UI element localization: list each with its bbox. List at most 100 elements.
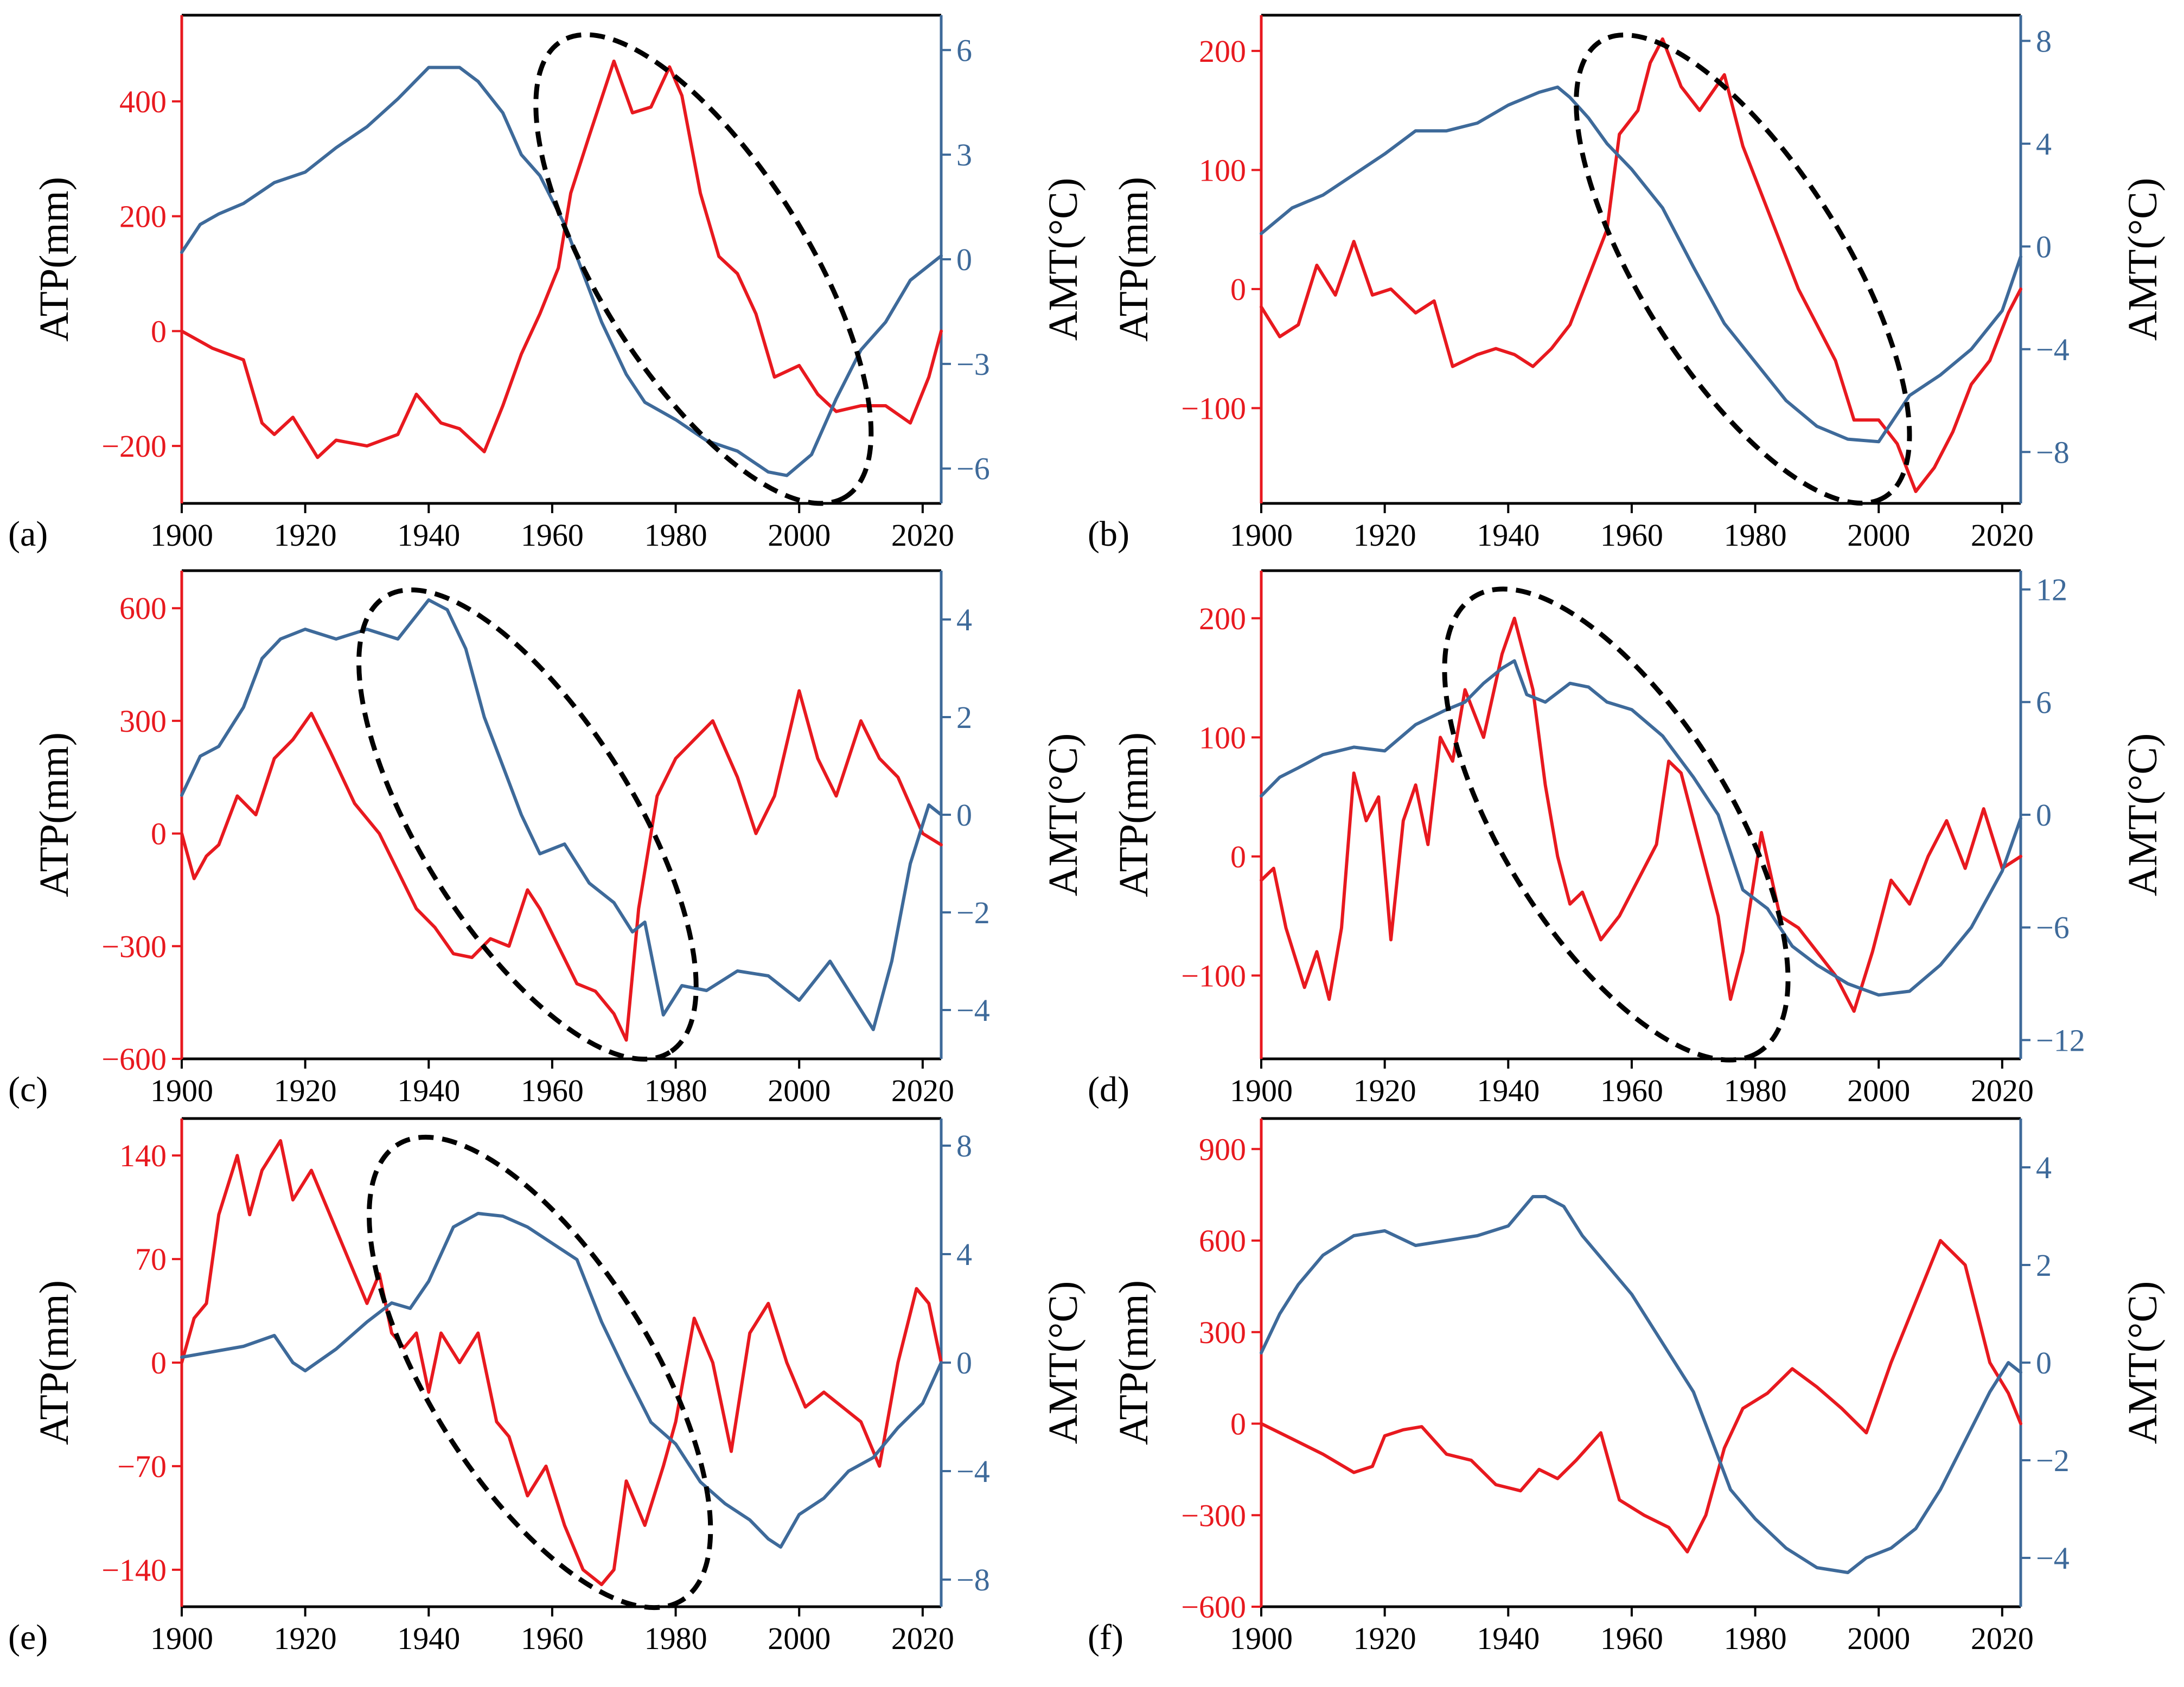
right-y-tick-label: 6: [956, 33, 972, 68]
left-y-tick-label: 140: [119, 1138, 167, 1173]
x-tick-label: 1980: [1724, 1073, 1787, 1108]
x-tick-label: 1960: [521, 1621, 584, 1656]
left-y-tick-label: 400: [119, 84, 167, 119]
left-y-tick-label: 0: [151, 314, 167, 349]
left-y-tick-label: 0: [151, 816, 167, 852]
x-tick-label: 1940: [1477, 1073, 1540, 1108]
x-tick-label: 1920: [274, 1073, 337, 1108]
x-tick-label: 1960: [1600, 1621, 1663, 1656]
annotation-ellipse: [1574, 32, 1912, 506]
right-axis-label: AMT(°C): [2120, 178, 2166, 341]
right-y-tick-label: 2: [2036, 1248, 2052, 1283]
atp-series-line: [1260, 1239, 2022, 1554]
right-axis-label: AMT(°C): [1040, 1281, 1086, 1445]
right-y-tick-label: 4: [956, 1237, 972, 1272]
left-y-tick-label: −600: [101, 1041, 167, 1077]
right-y-tick-label: −8: [956, 1562, 990, 1597]
x-tick-label: 1900: [1230, 1621, 1293, 1656]
atp-series-line: [1260, 37, 2022, 493]
left-y-tick-label: 100: [1199, 152, 1246, 188]
right-y-tick-label: −4: [2036, 332, 2070, 367]
x-tick-label: 2000: [1847, 1073, 1910, 1108]
right-y-tick-label: −4: [2036, 1541, 2070, 1576]
panel-c: 1900 1920 1940 1960 1980 2000 2020 −600 −300 0 300…: [8, 569, 1086, 1109]
amt-series-line: [180, 598, 943, 1031]
left-y-tick-label: −300: [101, 929, 167, 964]
left-y-tick-label: 0: [1230, 1407, 1246, 1442]
x-tick-label: 1940: [1477, 517, 1540, 553]
left-y-tick-label: 0: [151, 1345, 167, 1381]
annotation-ellipse: [1442, 586, 1791, 1063]
x-tick-label: 2000: [1847, 1621, 1910, 1656]
left-y-tick-label: 100: [1199, 720, 1246, 755]
right-axis-label: AMT(°C): [2120, 733, 2166, 897]
panel-d: 1900 1920 1940 1960 1980 2000 2020 −100 0 100 200 −…: [1088, 569, 2166, 1109]
right-y-tick-label: −3: [956, 347, 990, 382]
panel-label: (a): [8, 514, 48, 554]
panel-e: 1900 1920 1940 1960 1980 2000 2020 −140 −70 0 70 14…: [8, 1117, 1086, 1657]
left-y-tick-label: 200: [1199, 601, 1246, 636]
panel-label: (e): [8, 1618, 48, 1657]
left-y-tick-label: 900: [1199, 1132, 1246, 1167]
right-y-tick-label: 12: [2036, 572, 2067, 608]
left-y-tick-label: 300: [119, 704, 167, 739]
x-tick-label: 1980: [644, 517, 707, 553]
x-tick-label: 1920: [274, 517, 337, 553]
right-y-tick-label: −6: [956, 451, 990, 487]
atp-series-line: [1260, 616, 2022, 1013]
left-axis-label: ATP(mm): [31, 1280, 77, 1445]
amt-series-line: [180, 66, 943, 477]
x-tick-label: 2000: [1847, 517, 1910, 553]
right-y-tick-label: 3: [956, 137, 972, 172]
left-y-tick-label: 70: [135, 1242, 167, 1277]
x-tick-label: 1960: [1600, 517, 1663, 553]
panel-b: 1900 1920 1940 1960 1980 2000 2020 −100 0 100 200 −…: [1088, 14, 2166, 554]
x-tick-label: 1940: [397, 1621, 460, 1656]
x-tick-label: 1980: [644, 1073, 707, 1108]
x-tick-label: 2020: [1971, 517, 2034, 553]
x-tick-label: 2020: [1971, 1073, 2034, 1108]
right-y-tick-label: 4: [956, 602, 972, 637]
right-y-tick-label: 8: [956, 1128, 972, 1164]
panel-label: (f): [1088, 1618, 1123, 1657]
left-y-tick-label: 600: [119, 591, 167, 626]
x-tick-label: 2000: [768, 1073, 831, 1108]
left-axis-label: ATP(mm): [1111, 1280, 1157, 1445]
right-y-tick-label: 0: [956, 797, 972, 833]
left-y-tick-label: −100: [1181, 391, 1246, 426]
right-y-tick-label: 0: [2036, 229, 2052, 264]
left-y-tick-label: 200: [119, 199, 167, 234]
atp-series-line: [180, 689, 943, 1042]
x-tick-label: 2020: [891, 1621, 954, 1656]
left-y-tick-label: −70: [117, 1449, 167, 1484]
left-axis-label: ATP(mm): [1111, 732, 1157, 897]
x-tick-label: 1920: [1353, 1073, 1416, 1108]
left-axis-label: ATP(mm): [31, 177, 77, 342]
x-tick-label: 1900: [1230, 1073, 1293, 1108]
x-tick-label: 1960: [521, 1073, 584, 1108]
amt-series-line: [1260, 85, 2022, 444]
left-y-tick-label: 0: [1230, 272, 1246, 307]
left-y-tick-label: 600: [1199, 1223, 1246, 1258]
right-y-tick-label: 2: [956, 700, 972, 735]
atp-series-line: [180, 1139, 943, 1587]
x-tick-label: 1960: [1600, 1073, 1663, 1108]
x-tick-label: 2020: [1971, 1621, 2034, 1656]
right-y-tick-label: −2: [2036, 1443, 2070, 1478]
x-tick-label: 1940: [1477, 1621, 1540, 1656]
panel-f: 1900 1920 1940 1960 1980 2000 2020 −600 −300 0 300…: [1088, 1117, 2166, 1657]
right-y-tick-label: 6: [2036, 685, 2052, 720]
amt-series-line: [1260, 659, 2022, 997]
left-y-tick-label: −600: [1181, 1589, 1246, 1625]
x-tick-label: 2020: [891, 517, 954, 553]
x-tick-label: 1920: [1353, 517, 1416, 553]
x-tick-label: 1960: [521, 517, 584, 553]
x-tick-label: 1940: [397, 517, 460, 553]
left-y-tick-label: 0: [1230, 839, 1246, 874]
right-y-tick-label: −4: [956, 993, 990, 1028]
x-tick-label: 1920: [274, 1621, 337, 1656]
annotation-ellipse: [533, 32, 874, 506]
x-tick-label: 1920: [1353, 1621, 1416, 1656]
x-tick-label: 1980: [1724, 517, 1787, 553]
